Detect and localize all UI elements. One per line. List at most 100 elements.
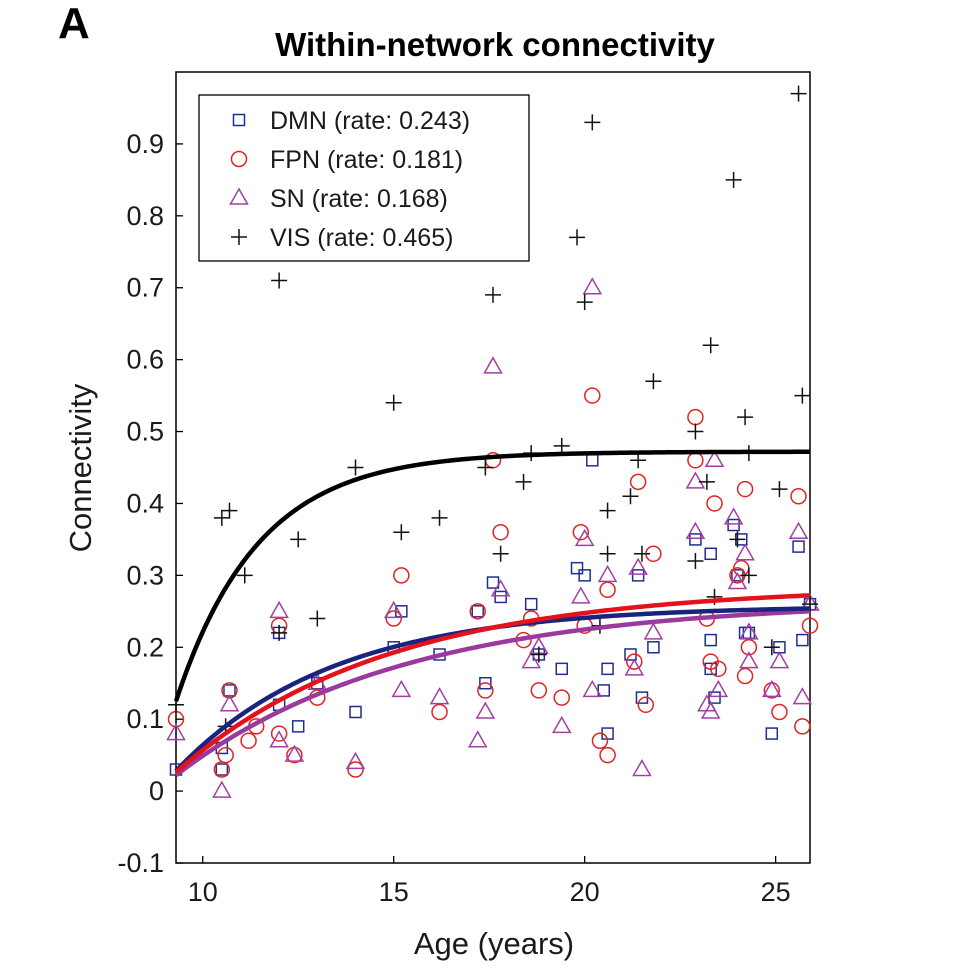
- vis-point: [576, 294, 593, 311]
- vis-point: [794, 387, 811, 404]
- fpn-point: [477, 682, 494, 699]
- vis-point: [431, 509, 448, 526]
- fpn-point: [572, 523, 590, 541]
- dmn-point: [689, 533, 702, 546]
- dmn-point: [601, 662, 614, 676]
- y-axis: -0.1 0 0.1 0.2 0.3 0.4 0.5 0.6 0.7 0.8 0.9: [117, 129, 183, 878]
- legend-item-vis: VIS (rate: 0.465): [231, 224, 453, 252]
- vis-point: [633, 545, 650, 562]
- y-tick-label: 0.9: [126, 129, 164, 159]
- fpn-point: [687, 408, 704, 426]
- sn-point: [792, 687, 813, 705]
- dmn-point: [704, 633, 717, 647]
- chart-title: Within-network connectivity: [275, 26, 715, 63]
- vis-point: [622, 488, 639, 505]
- legend-box: [198, 94, 530, 262]
- fpn-point: [347, 761, 364, 778]
- sn-point: [597, 564, 618, 583]
- sn-point: [475, 701, 496, 719]
- fpn-point: [553, 689, 570, 706]
- fpn-point: [492, 523, 509, 541]
- dmn-point: [524, 597, 538, 611]
- sn-point: [628, 557, 648, 575]
- dmn-point: [704, 547, 717, 561]
- y-tick-label: 0.2: [126, 632, 164, 662]
- sn-point: [739, 622, 759, 640]
- legend-dmn-label: DMN (rate: 0.243): [270, 107, 470, 135]
- y-tick-label: 0.8: [126, 201, 164, 231]
- sn-point: [769, 651, 790, 669]
- vis-point: [729, 531, 746, 548]
- dmn-point: [647, 641, 660, 654]
- vis-point: [698, 473, 715, 490]
- vis-point: [213, 509, 230, 526]
- fpn-point: [599, 581, 616, 598]
- fpn-point: [740, 639, 758, 656]
- points-layer: [166, 85, 820, 798]
- dmn-point: [494, 590, 507, 604]
- vis-point: [271, 272, 288, 289]
- fpn-point: [385, 610, 402, 627]
- sn-point: [269, 730, 289, 748]
- x-tick-label: 20: [570, 877, 600, 907]
- sn-point: [762, 679, 782, 698]
- fpn-fit-curve: [174, 593, 811, 775]
- fit-curves: [173, 449, 811, 778]
- sn-point: [685, 521, 706, 539]
- sn-point: [574, 528, 595, 547]
- vis-point: [553, 437, 570, 454]
- fpn-point: [771, 703, 788, 721]
- sn-point: [788, 521, 809, 539]
- sn-point: [700, 701, 721, 719]
- legend-item-sn: SN (rate: 0.168): [229, 185, 448, 213]
- dmn-point: [486, 576, 500, 589]
- fpn-point: [706, 495, 723, 512]
- vis-point: [347, 459, 364, 476]
- vis-point: [763, 639, 780, 656]
- y-tick-label: 0.3: [126, 560, 164, 590]
- vis-point: [385, 394, 402, 411]
- legend-dmn-marker: [232, 113, 246, 127]
- vis-point: [790, 85, 807, 102]
- sn-point: [483, 356, 503, 374]
- fpn-point: [736, 667, 754, 685]
- sn-fit-curve: [174, 609, 811, 778]
- legend-item-fpn: FPN (rate: 0.181): [230, 146, 463, 174]
- dmn-point: [704, 662, 717, 676]
- sn-point: [727, 572, 748, 590]
- sn-point: [685, 471, 706, 489]
- sn-point: [739, 651, 759, 669]
- vis-point: [569, 229, 586, 246]
- fpn-point: [584, 387, 601, 404]
- fpn-point: [790, 488, 807, 505]
- vis-point: [485, 286, 501, 303]
- fpn-point: [530, 682, 548, 699]
- x-axis-label: Age (years): [414, 926, 574, 961]
- vis-point: [309, 610, 326, 627]
- vis-point: [221, 502, 238, 519]
- vis-point: [290, 531, 307, 548]
- sn-point: [345, 751, 366, 770]
- legend-item-dmn: DMN (rate: 0.243): [232, 107, 470, 135]
- vis-point: [599, 502, 616, 519]
- fpn-point: [687, 452, 704, 469]
- series-vis-points: [168, 85, 818, 735]
- sn-point: [643, 622, 664, 640]
- fpn-point: [591, 732, 609, 750]
- sn-point: [429, 687, 450, 705]
- vis-point: [687, 423, 704, 440]
- y-axis-label: Connectivity: [63, 383, 98, 552]
- x-axis: 10 15 20 25: [188, 856, 791, 907]
- sn-point: [490, 579, 511, 597]
- x-tick-label: 15: [379, 877, 409, 907]
- dmn-point: [555, 662, 568, 676]
- dmn-point: [570, 561, 584, 575]
- x-tick-label: 10: [188, 877, 218, 907]
- sn-point: [383, 600, 404, 619]
- y-tick-label: 0.7: [126, 273, 164, 303]
- fpn-point: [599, 746, 616, 764]
- sn-point: [582, 277, 603, 295]
- vis-point: [492, 545, 509, 562]
- legend-items: DMN (rate: 0.243) FPN (rate: 0.181) SN (ra…: [229, 107, 470, 252]
